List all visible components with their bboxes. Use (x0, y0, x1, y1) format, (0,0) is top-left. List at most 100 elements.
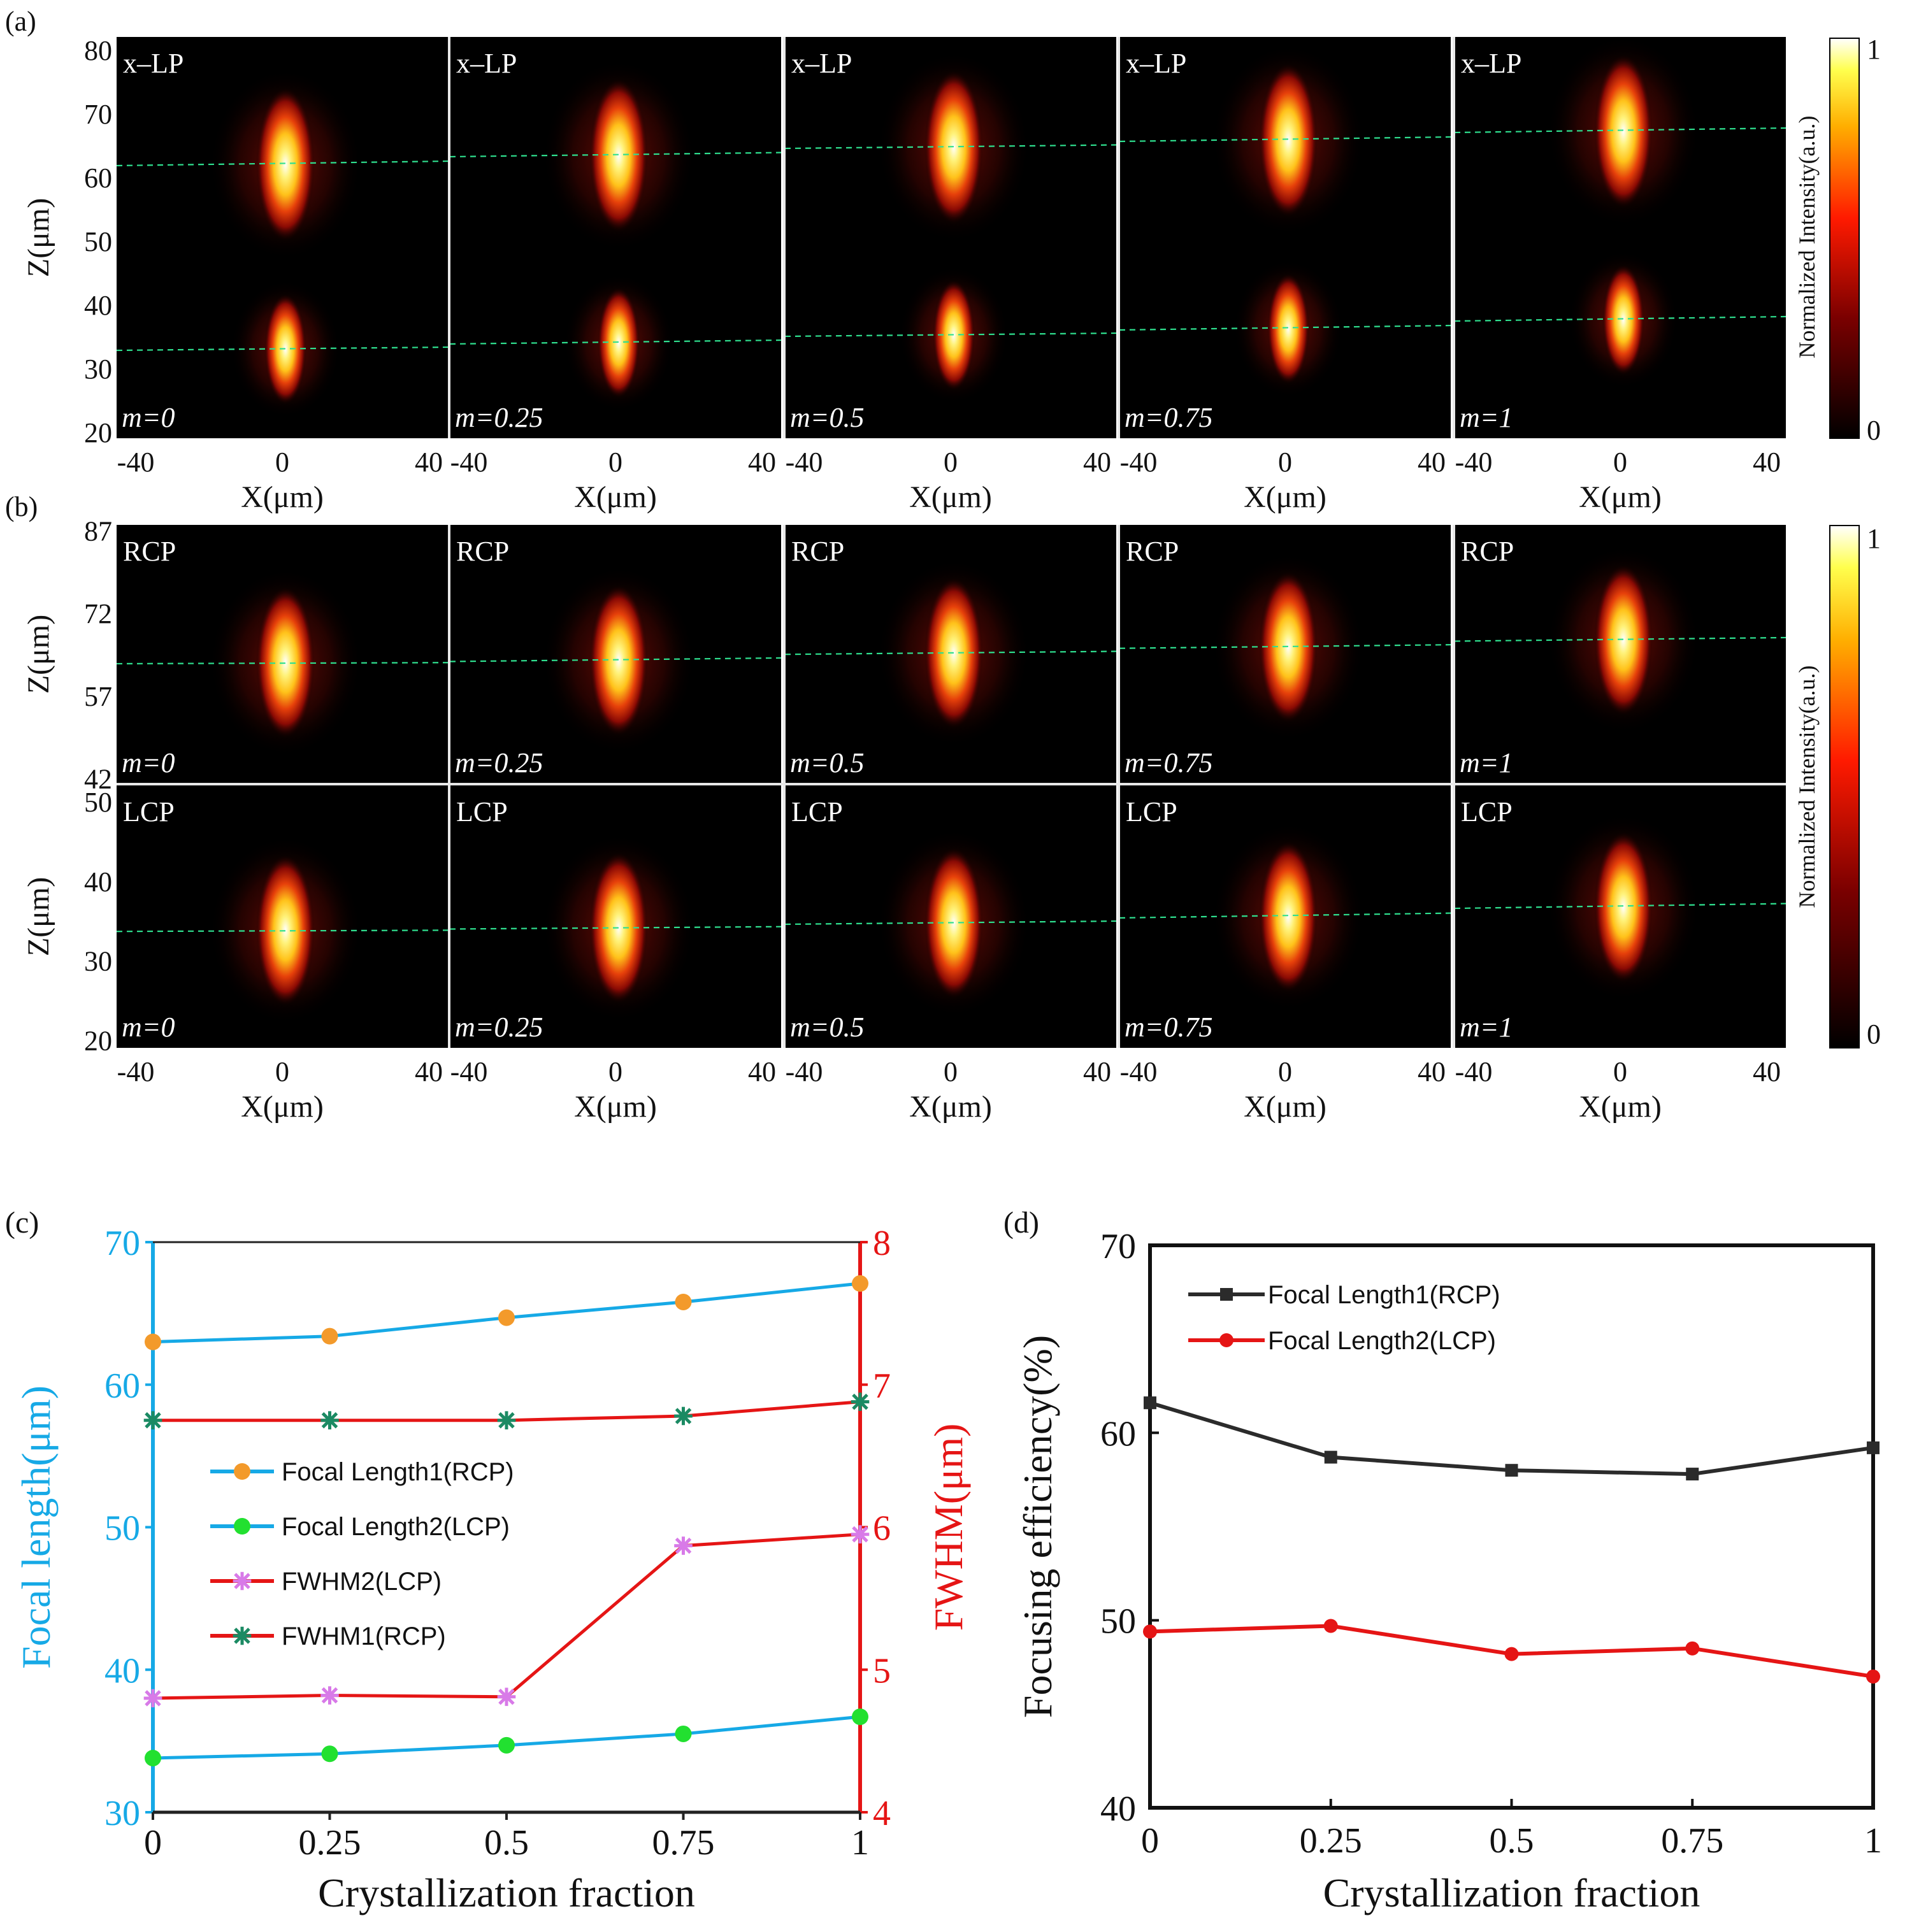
c-legend-label: FWHM1(RCP) (282, 1622, 446, 1650)
a-x-tick-label: -40 (117, 447, 155, 478)
a-m-label: m=0.25 (455, 402, 543, 433)
b-rcp-focus-spot (589, 585, 648, 736)
b-rcp-focus-spot (924, 578, 983, 729)
a-focus-spot (932, 280, 975, 390)
colorbar-b-max: 1 (1867, 523, 1881, 554)
b-lcp-panel-2: LCP m=0.5 -40 0 40 X(μm) (784, 785, 1117, 1124)
a-x-tick-label: 40 (748, 447, 776, 478)
b-rcp-polarization-label: RCP (456, 536, 509, 567)
b-lcp-y-axis-label: Z(μm) (22, 877, 55, 956)
b-rcp-m-label: m=0.5 (790, 747, 864, 778)
c-series-point (498, 1736, 515, 1754)
a-x-tick-label: -40 (1120, 447, 1158, 478)
a-polarization-label: x–LP (791, 48, 852, 79)
a-y-tick-label: 60 (84, 162, 112, 194)
colorbar-a-gradient (1829, 38, 1860, 439)
a-focus-dashed-line (784, 144, 1117, 150)
c-series-point (497, 1411, 516, 1429)
c-legend-label: Focal Length2(LCP) (282, 1513, 510, 1541)
b-rcp-focus-dashed-line (449, 657, 782, 662)
c-series-point (851, 1525, 870, 1543)
d-series-line (1149, 1401, 1874, 1477)
b-rcp-y-axis-label: Z(μm) (22, 615, 55, 694)
a-focus-dashed-line (449, 152, 782, 158)
a-y-tick-label: 30 (84, 354, 112, 385)
b-rcp-focus-dashed-line (1454, 636, 1786, 642)
b-lcp-focus-spot (589, 852, 648, 1003)
d-series-point (1504, 1647, 1519, 1661)
b-rcp-focus-spot (256, 587, 315, 738)
c-series-point (143, 1411, 162, 1429)
b-lcp-focus-dashed-line (1119, 912, 1451, 919)
b-rcp-focus-dashed-line (784, 650, 1117, 655)
a-x-axis-label: X(μm) (1244, 480, 1326, 514)
b-lcp-x-tick-label: 0 (275, 1056, 289, 1087)
c-x-axis-label: Crystallization fraction (318, 1870, 695, 1915)
a-panel-2: x–LP m=0.5 -40 0 40 X(μm) (784, 37, 1117, 514)
c-series-point (675, 1725, 692, 1742)
a-x-tick-label: 0 (944, 447, 958, 478)
d-y-tick-label: 50 (1100, 1602, 1136, 1642)
a-panel-0: x–LP m=0 -40 0 40 X(μm) (116, 37, 449, 514)
a-panel-1: x–LP m=0.25 -40 0 40 X(μm) (449, 37, 782, 514)
line-chart-c: 30 40 50 60 70 4 5 6 7 8 0 0.25 0.5 0.75 1 Crystallizat… (13, 1224, 971, 1915)
d-series-point (1144, 1396, 1156, 1410)
b-lcp-focus-dashed-line (449, 926, 782, 930)
colorbar-a: 1 0 Normalized Intensity(a.u.) (1794, 34, 1881, 446)
colorbar-b-min: 0 (1867, 1019, 1881, 1050)
b-rcp-y-tick-label: 57 (84, 681, 112, 712)
b-lcp-m-label: m=0.75 (1125, 1012, 1212, 1043)
d-series-point (1505, 1464, 1518, 1477)
a-focus-spot (1259, 64, 1318, 217)
d-legend-label: Focal Length1(RCP) (1268, 1281, 1500, 1309)
panel-label-d: (d) (1003, 1206, 1039, 1240)
a-focus-spot (924, 71, 983, 224)
c-left-tick-label: 40 (104, 1651, 140, 1691)
d-series-0 (1144, 1396, 1880, 1481)
d-x-axis-label: Crystallization fraction (1323, 1870, 1700, 1915)
b-lcp-y-tick-label: 20 (84, 1026, 112, 1057)
d-y-tick-label: 70 (1100, 1227, 1136, 1266)
c-series-point (145, 1749, 161, 1766)
d-y-axis-label: Focusing efficiency(%) (1015, 1335, 1060, 1718)
c-legend-marker (233, 1571, 252, 1591)
b-rcp-polarization-label: RCP (1126, 536, 1179, 567)
a-focus-dashed-line (1454, 127, 1786, 134)
a-x-axis-label: X(μm) (574, 480, 657, 514)
a-focus-spot (1267, 273, 1310, 384)
a-y-tick-label: 40 (84, 290, 112, 321)
b-rcp-focus-spot (1594, 564, 1653, 715)
a-x-tick-label: 40 (415, 447, 443, 478)
colorbar-a-min: 0 (1867, 415, 1881, 446)
d-series-point (1867, 1441, 1880, 1454)
colorbar-b-label: Normalized Intensity(a.u.) (1794, 666, 1820, 908)
b-lcp-m-label: m=1 (1460, 1012, 1513, 1043)
d-series-point (1685, 1641, 1700, 1656)
b-lcp-x-tick-label: -40 (786, 1056, 823, 1087)
colorbar-a-label: Normalized Intensity(a.u.) (1794, 116, 1820, 359)
b-rcp-focus-dashed-line (116, 662, 449, 665)
d-legend-marker (1220, 1288, 1233, 1301)
b-rcp-panel-3: RCP m=0.75 (1119, 525, 1451, 784)
d-x-tick-label: 0.25 (1300, 1821, 1362, 1861)
a-m-label: m=0.5 (790, 402, 864, 433)
b-lcp-x-tick-label: -40 (1120, 1056, 1158, 1087)
a-focus-spot (589, 79, 648, 232)
a-focus-dashed-line (1454, 315, 1786, 322)
a-m-label: m=1 (1460, 402, 1513, 433)
c-series-1 (145, 1708, 868, 1766)
c-series-point (320, 1411, 339, 1429)
a-x-tick-label: 0 (1613, 447, 1627, 478)
b-lcp-panel-1: LCP m=0.25 -40 0 40 X(μm) (449, 785, 782, 1124)
b-rcp-panel-0: RCP m=0 (116, 525, 449, 784)
d-legend-label: Focal Length2(LCP) (1268, 1327, 1496, 1355)
c-series-point (321, 1327, 338, 1345)
b-rcp-y-tick-label: 72 (84, 598, 112, 629)
d-series-point (1324, 1450, 1337, 1464)
b-lcp-x-tick-label: 0 (944, 1056, 958, 1087)
c-series-0 (145, 1275, 868, 1350)
c-legend-label: Focal Length1(RCP) (282, 1458, 514, 1486)
b-lcp-y-tick-label: 30 (84, 946, 112, 977)
heatmap-row-b-rcp: RCP m=0 RCP m=0.25 RCP m=0.5 RCP m=0.75 RCP m=1 42… (22, 516, 1786, 794)
